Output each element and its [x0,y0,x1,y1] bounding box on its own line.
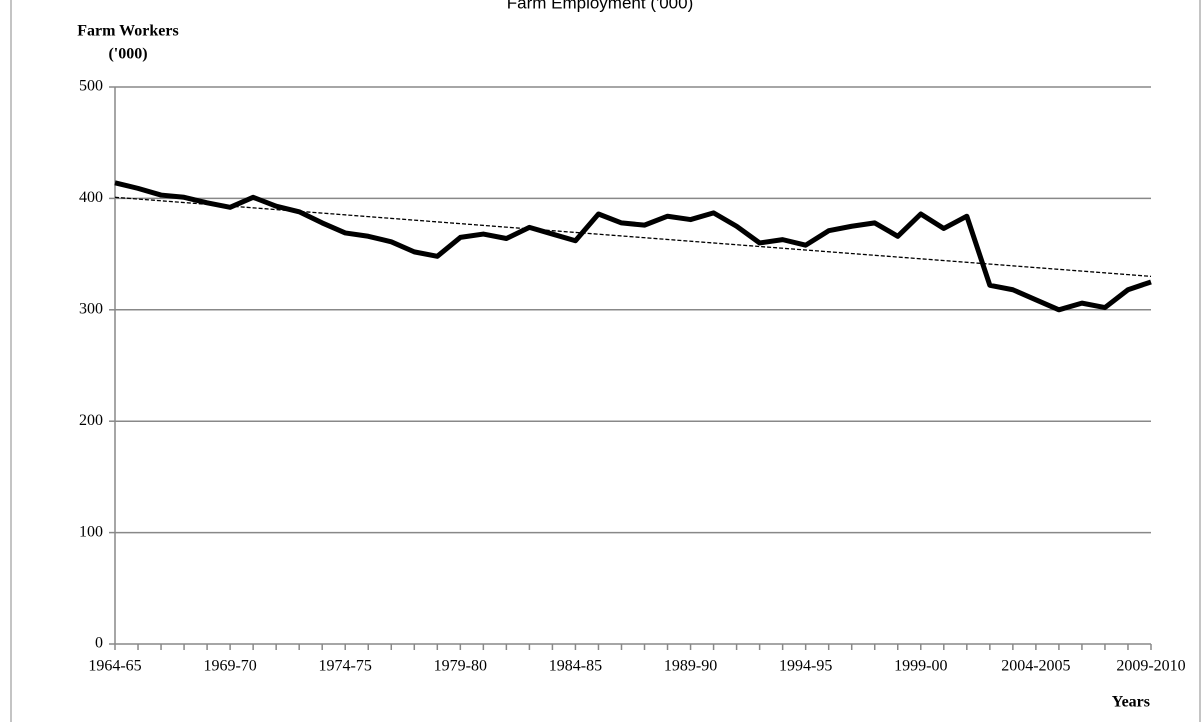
x-tick-label: 1994-95 [779,658,832,675]
x-tick-label: 2004-2005 [1001,658,1070,675]
chart-title: Farm Employment ('000) [507,0,694,12]
y-tick-label: 0 [95,635,103,652]
chart-border [10,0,1201,722]
y-tick-label: 100 [79,523,103,540]
x-tick-label: 1989-90 [664,658,717,675]
y-tick-label: 400 [79,189,103,206]
y-tick-label: 200 [79,412,103,429]
y-tick-label: 500 [79,78,103,95]
x-tick-label: 2009-2010 [1116,658,1185,675]
trend-line [114,196,1152,278]
y-axis-label: Farm Workers [77,23,178,40]
x-axis-label: Years [1112,694,1150,711]
data-line [114,180,1152,313]
y-tick-label: 300 [79,300,103,317]
x-tick-label: 1964-65 [88,658,141,675]
x-tick-label: 1974-75 [319,658,372,675]
x-tick-label: 1969-70 [203,658,256,675]
x-tick-label: 1999-00 [894,658,947,675]
x-tick-label: 1984-85 [549,658,602,675]
x-tick-label: 1979-80 [434,658,487,675]
y-axis-label: ('000) [108,46,147,63]
